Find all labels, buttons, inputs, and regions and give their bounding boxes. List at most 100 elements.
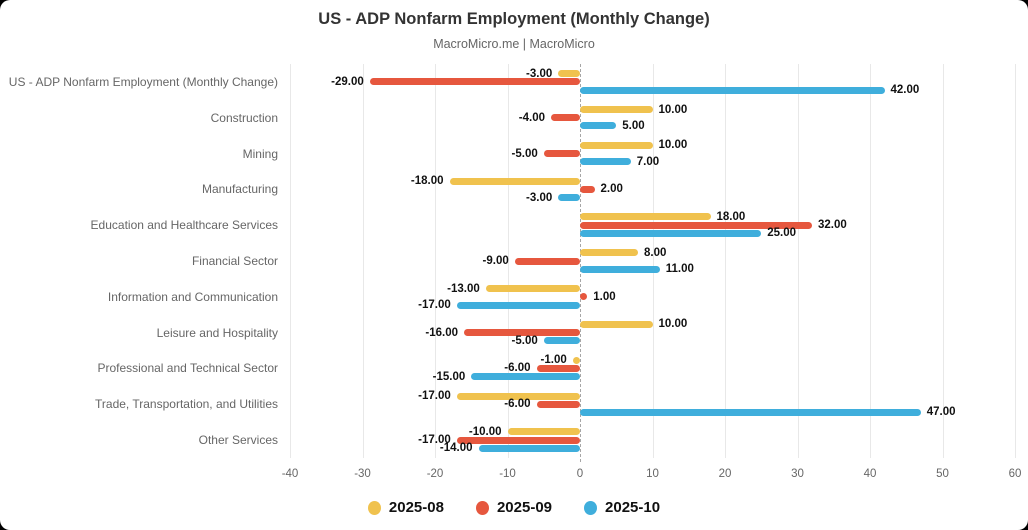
bar-2025-10[interactable] [478, 444, 580, 452]
bar-2025-09[interactable] [456, 436, 580, 444]
x-tick-label: 10 [646, 468, 659, 480]
value-label: -6.00 [504, 398, 531, 411]
legend-item-2025-10[interactable]: 2025-10 [584, 499, 660, 516]
bar-2025-08[interactable] [572, 356, 580, 364]
value-label: -13.00 [447, 282, 480, 295]
bar-2025-10[interactable] [580, 265, 660, 273]
bar-2025-08[interactable] [485, 285, 580, 293]
value-label: 18.00 [716, 210, 746, 223]
bar-2025-08[interactable] [580, 213, 711, 221]
category-label: US - ADP Nonfarm Employment (Monthly Cha… [8, 74, 278, 89]
value-label: 1.00 [593, 290, 616, 303]
x-tick-label: -30 [354, 468, 371, 480]
legend-marker-icon [367, 500, 381, 515]
value-label: -9.00 [482, 255, 509, 267]
category-label: Trade, Transportation, and Utilities [95, 397, 278, 412]
bar-2025-08[interactable] [580, 106, 653, 114]
value-label: 5.00 [622, 119, 645, 132]
gridline [797, 64, 799, 458]
bar-2025-08[interactable] [507, 428, 580, 436]
bar-2025-09[interactable] [543, 150, 580, 158]
gridline [290, 64, 291, 458]
value-label: 7.00 [636, 155, 660, 168]
gridline [1015, 64, 1016, 458]
value-label: -4.00 [518, 111, 545, 124]
page-subtitle: MacroMicro.me | MacroMicro [433, 37, 595, 51]
bar-2025-08[interactable] [449, 177, 580, 185]
value-label: -10.00 [468, 425, 502, 438]
bar-2025-08[interactable] [580, 249, 638, 257]
value-label: -1.00 [540, 354, 567, 367]
value-label: -5.00 [511, 334, 538, 347]
bar-2025-09[interactable] [551, 114, 580, 122]
legend-label: 2025-10 [605, 499, 661, 516]
plot-area: -3.00 -29.00 42.00 10.00 -4.00 5.00 10.00 -5.00… [290, 64, 1016, 462]
value-label: -3.00 [526, 191, 553, 204]
x-tick-label: 60 [1008, 468, 1022, 480]
value-label: 32.00 [818, 219, 847, 232]
category-label: Education and Healthcare Services [90, 218, 278, 233]
legend-marker-icon [475, 500, 489, 515]
value-label: -16.00 [425, 326, 458, 339]
bar-2025-09[interactable] [464, 329, 580, 337]
bar-2025-08[interactable] [580, 141, 653, 149]
page-title: US - ADP Nonfarm Employment (Monthly Cha… [318, 10, 710, 28]
value-label: 10.00 [658, 318, 688, 331]
category-label: Professional and Technical Sector [97, 361, 278, 376]
gridline [725, 64, 726, 458]
gridline [870, 64, 871, 458]
value-label: -18.00 [410, 175, 444, 188]
category-labels: US - ADP Nonfarm Employment (Monthly Cha… [0, 64, 278, 458]
bar-2025-10[interactable] [580, 158, 631, 166]
x-tick-label: 0 [576, 468, 584, 480]
bar-2025-09[interactable] [580, 221, 812, 229]
value-label: 42.00 [890, 84, 920, 97]
bar-2025-09[interactable] [514, 257, 580, 265]
gridline [942, 64, 944, 458]
x-tick-label: -10 [499, 468, 516, 480]
value-label: 25.00 [767, 227, 797, 240]
value-label: -17.00 [418, 434, 451, 447]
value-label: -17.00 [418, 390, 451, 403]
bar-2025-09[interactable] [536, 364, 580, 372]
legend-marker-icon [584, 500, 598, 515]
bar-2025-10[interactable] [580, 86, 885, 94]
bar-2025-08[interactable] [580, 320, 653, 328]
x-tick-label: 20 [718, 468, 732, 480]
category-label: Leisure and Hospitality [156, 325, 278, 340]
value-label: 8.00 [644, 246, 667, 259]
category-label: Other Services [198, 433, 278, 448]
value-label: -15.00 [432, 370, 466, 383]
category-label: Construction [210, 110, 278, 125]
bar-2025-09[interactable] [580, 185, 595, 193]
value-label: 47.00 [926, 406, 956, 419]
legend-item-2025-09[interactable]: 2025-09 [475, 499, 553, 516]
gridline [362, 64, 364, 458]
value-label: -17.00 [418, 299, 451, 312]
bar-2025-10[interactable] [580, 122, 617, 130]
value-label: -14.00 [439, 442, 473, 455]
bar-2025-10[interactable] [456, 301, 580, 309]
bar-2025-09[interactable] [536, 400, 580, 408]
bar-2025-08[interactable] [456, 392, 580, 400]
bar-2025-10[interactable] [543, 337, 580, 345]
x-tick-label: -40 [281, 468, 299, 480]
bar-2025-10[interactable] [580, 229, 762, 237]
value-label: 11.00 [665, 263, 694, 276]
bar-2025-10[interactable] [471, 373, 580, 381]
legend-label: 2025-08 [388, 499, 444, 516]
bar-2025-08[interactable] [558, 70, 580, 78]
bar-2025-10[interactable] [558, 194, 580, 202]
category-label: Manufacturing [201, 182, 278, 197]
x-tick-label: -20 [426, 468, 444, 480]
category-label: Information and Communication [107, 289, 278, 304]
legend-item-2025-08[interactable]: 2025-08 [367, 499, 444, 516]
x-tick-label: 30 [791, 468, 804, 480]
value-label: 10.00 [658, 139, 688, 152]
x-tick-label: 50 [936, 468, 949, 480]
gridline [435, 64, 436, 458]
bar-2025-09[interactable] [369, 78, 580, 86]
bar-2025-10[interactable] [580, 408, 921, 416]
bar-2025-09[interactable] [580, 293, 588, 301]
legend-label: 2025-09 [496, 499, 553, 516]
